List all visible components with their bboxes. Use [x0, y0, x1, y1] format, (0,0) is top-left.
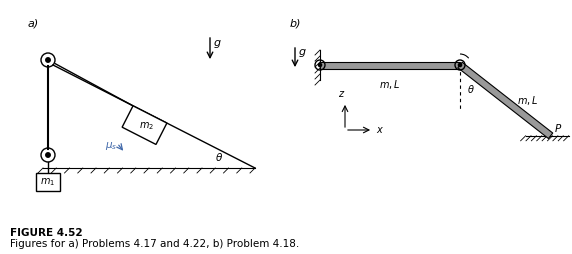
Bar — [36, 173, 60, 191]
Text: $\mu_s$: $\mu_s$ — [105, 140, 117, 152]
Polygon shape — [320, 61, 460, 69]
Polygon shape — [458, 62, 553, 139]
Text: $g$: $g$ — [213, 38, 221, 50]
Circle shape — [319, 64, 321, 67]
Circle shape — [458, 64, 462, 67]
Text: b): b) — [290, 18, 301, 28]
Text: $\theta$: $\theta$ — [215, 151, 223, 163]
Circle shape — [46, 153, 50, 157]
Text: Figures for a) Problems 4.17 and 4.22, b) Problem 4.18.: Figures for a) Problems 4.17 and 4.22, b… — [10, 239, 299, 249]
Text: $z$: $z$ — [338, 89, 345, 99]
Text: P: P — [555, 124, 561, 134]
Polygon shape — [122, 106, 167, 145]
Text: $m, L$: $m, L$ — [379, 78, 400, 91]
Text: FIGURE 4.52: FIGURE 4.52 — [10, 228, 82, 238]
Text: $m_1$: $m_1$ — [41, 176, 55, 188]
Circle shape — [46, 58, 50, 62]
Text: $m, L$: $m, L$ — [517, 94, 539, 107]
Text: $\theta$: $\theta$ — [467, 83, 475, 95]
Text: $g$: $g$ — [298, 47, 307, 59]
Text: a): a) — [28, 18, 39, 28]
Text: $x$: $x$ — [376, 125, 384, 135]
Text: $m_2$: $m_2$ — [139, 120, 154, 132]
